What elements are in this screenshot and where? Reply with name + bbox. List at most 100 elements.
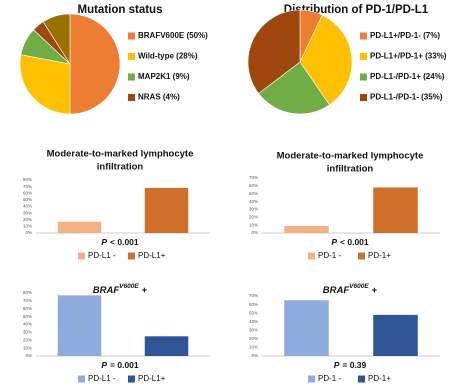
y-tick-label: 20% [23,217,32,222]
p-symbol: P [101,360,107,370]
y-tick-label: 30% [23,210,32,215]
pie-slice [258,61,330,115]
p-symbol: P [334,360,340,370]
legend-label: PD-L1+/PD-1- (7%) [370,31,440,40]
bar [57,295,102,356]
p-symbol: P [331,237,337,247]
legend-label: PD-L1+ [138,251,166,260]
y-tick-label: 50% [249,310,258,315]
title-superscript: V600E [349,283,369,290]
title-text: BRAF [323,285,350,296]
chart-title: BRAFV600E + [93,283,148,296]
bar [57,221,102,233]
chart-title: infiltration [97,162,144,173]
legend-label: MAP2K1 (9%) [138,72,190,81]
y-tick-label: 60% [249,302,258,307]
y-tick-label: 50% [23,314,32,319]
p-text: < 0.001 [340,237,369,247]
pie-slice [42,13,71,66]
y-tick-label: 40% [23,204,32,209]
legend-swatch [78,252,85,260]
y-tick-label: 40% [23,322,32,327]
y-tick-label: 10% [249,222,258,227]
p-value: P < 0.001 [331,237,369,247]
y-tick-label: 50% [23,197,32,202]
legend-swatch [308,252,315,260]
pie-slice [247,9,301,94]
bar [373,187,418,233]
pie-slice [69,13,121,115]
y-tick-label: 30% [249,327,258,332]
title-suffix: + [372,285,378,296]
legend-swatch [360,73,367,81]
y-tick-label: 30% [249,207,258,212]
chart-title: BRAFV600E + [323,283,378,296]
legend-label: PD-1 - [318,251,341,260]
p-text: = 0.39 [342,360,366,370]
y-tick-label: 60% [23,190,32,195]
y-tick-label: 0% [25,353,32,358]
y-tick-label: 80% [23,177,32,182]
legend-swatch [360,94,367,101]
legend-label: PD-L1 - [88,251,116,260]
legend-swatch [128,73,135,81]
bar [373,314,418,356]
p-value: P = 0.001 [101,360,139,370]
legend-swatch [358,375,365,383]
legend-label: PD-1 - [318,374,341,383]
y-tick-label: 10% [23,345,32,350]
y-tick-label: 60% [23,306,32,311]
chart-title: Distribution of PD-1/PD-L1 [284,4,429,16]
legend-swatch [128,375,135,383]
legend-swatch [358,252,365,260]
legend-swatch [78,375,85,383]
legend-label: BRAFV600E (50%) [138,31,208,40]
p-symbol: P [101,237,107,247]
y-tick-label: 0% [251,230,258,235]
pie-slice [299,14,353,106]
y-tick-label: 80% [23,290,32,295]
legend-label: Wild-type (28%) [138,52,198,61]
p-value: P = 0.39 [334,360,367,370]
legend-label: PD-L1-/PD-1+ (24%) [370,72,445,81]
legend-label: NRAS (4%) [138,93,180,102]
y-tick-label: 50% [249,191,258,196]
p-text: = 0.001 [110,360,139,370]
y-tick-label: 0% [25,230,32,235]
legend-swatch [360,53,367,60]
chart-title: Mutation status [78,4,163,16]
y-tick-label: 60% [249,183,258,188]
chart-title: Moderate-to-marked lymphocyte [277,151,424,162]
y-tick-label: 0% [251,353,258,358]
legend-swatch [360,32,367,40]
p-value: P < 0.001 [101,237,139,247]
title-suffix: + [142,285,148,296]
p-text: < 0.001 [110,237,139,247]
y-tick-label: 10% [23,224,32,229]
legend-swatch [308,375,315,383]
y-tick-label: 20% [23,337,32,342]
bar [284,225,329,233]
legend-label: PD-L1+/PD-1+ (33%) [370,52,447,61]
y-tick-label: 20% [249,336,258,341]
y-tick-label: 20% [249,214,258,219]
y-tick-label: 30% [23,330,32,335]
chart-title: Moderate-to-marked lymphocyte [47,149,194,160]
y-tick-label: 40% [249,199,258,204]
pie-slice [19,54,71,115]
legend-swatch [128,252,135,260]
legend-label: PD-L1+ [138,374,166,383]
title-text: BRAF [93,285,120,296]
legend-label: PD-1+ [368,374,391,383]
y-tick-label: 40% [249,319,258,324]
legend-label: PD-1+ [368,251,391,260]
bar [144,187,189,233]
legend-swatch [128,32,135,40]
legend-swatch [128,53,135,60]
y-tick-label: 70% [249,175,258,180]
legend-label: PD-L1 - [88,374,116,383]
y-tick-label: 10% [249,345,258,350]
bar [284,300,329,356]
y-tick-label: 70% [23,184,32,189]
